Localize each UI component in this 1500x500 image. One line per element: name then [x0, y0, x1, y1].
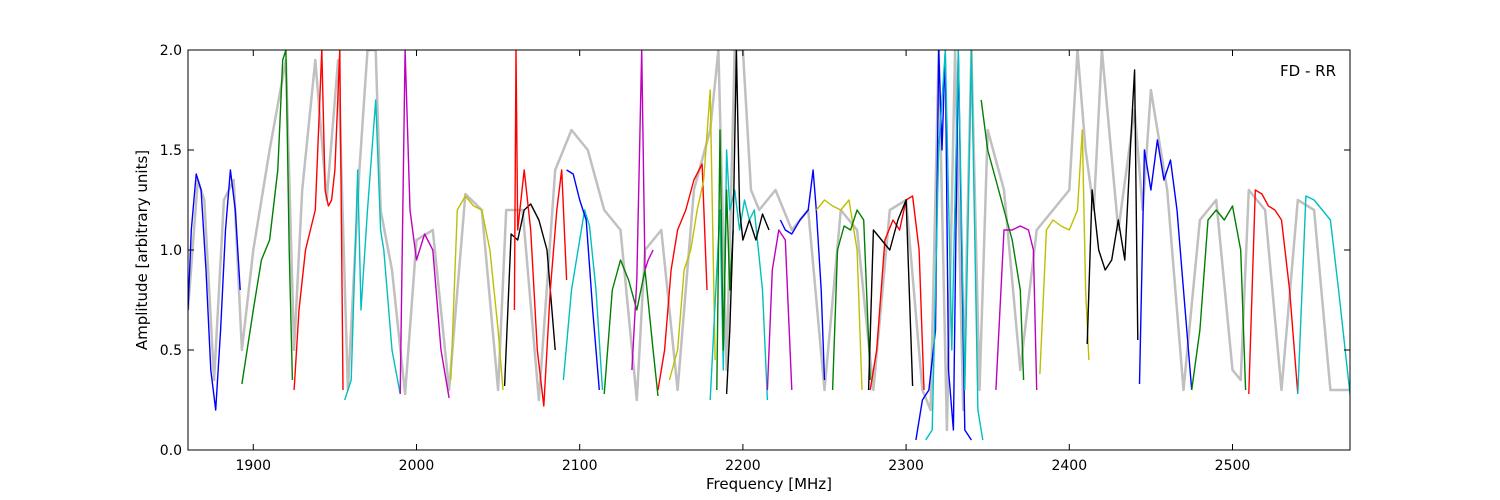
series-line-33 — [1297, 195, 1350, 395]
x-axis-label: Frequency [MHz] — [706, 475, 832, 493]
x-tick-label: 2400 — [1051, 458, 1087, 474]
series-line-4 — [344, 99, 401, 401]
y-tick-label: 1.0 — [160, 243, 182, 259]
series-line-14 — [668, 89, 716, 381]
x-tick-label: 2000 — [399, 458, 435, 474]
series-line-12 — [631, 50, 654, 371]
series-layer — [188, 50, 1350, 441]
series-line-23 — [867, 199, 914, 391]
series-line-22 — [869, 195, 925, 391]
y-tick-label: 2.0 — [160, 43, 182, 59]
series-line-16 — [716, 129, 734, 391]
series-line-5 — [399, 50, 450, 399]
series-line-31 — [1191, 205, 1247, 391]
series-line-8 — [513, 50, 568, 407]
series-line-1 — [188, 169, 241, 411]
y-tick-label: 0.5 — [160, 343, 182, 359]
envelope-line — [188, 50, 1350, 432]
series-line-19 — [779, 169, 826, 381]
series-line-18 — [766, 229, 793, 391]
x-tick-label: 2300 — [888, 458, 924, 474]
x-axis: 1900 2000 2100 2200 2300 2400 2500 — [235, 50, 1250, 474]
x-tick-label: 2100 — [562, 458, 598, 474]
series-line-10 — [566, 169, 600, 391]
series-line-15 — [709, 149, 769, 401]
series-line-28 — [1039, 129, 1090, 375]
plot-area — [188, 50, 1350, 441]
series-line-20 — [815, 199, 863, 391]
series-line-9 — [562, 209, 604, 391]
series-line-30 — [1138, 139, 1193, 391]
y-tick-label: 0.0 — [160, 443, 182, 459]
y-tick-label: 1.5 — [160, 143, 182, 159]
series-line-13 — [657, 163, 708, 391]
y-axis: 0.0 0.5 1.0 1.5 2.0 — [160, 43, 1350, 459]
y-axis-label: Amplitude [arbitrary units] — [133, 150, 151, 350]
envelope-layer — [188, 50, 1350, 432]
chart-annotation: FD - RR — [1280, 62, 1336, 80]
series-line-32 — [1248, 189, 1299, 395]
x-tick-label: 1900 — [235, 458, 271, 474]
series-line-17 — [725, 50, 770, 395]
x-tick-label: 2500 — [1215, 458, 1251, 474]
series-line-7 — [503, 203, 556, 387]
series-line-26 — [980, 99, 1025, 381]
x-tick-label: 2200 — [725, 458, 761, 474]
series-line-2 — [241, 50, 294, 385]
series-line-3 — [293, 50, 344, 391]
series-line-27 — [995, 225, 1038, 391]
series-line-29 — [1086, 69, 1139, 345]
series-line-25 — [925, 50, 984, 441]
series-line-11 — [603, 259, 659, 397]
series-line-6 — [450, 195, 504, 391]
series-line-21 — [831, 209, 871, 391]
